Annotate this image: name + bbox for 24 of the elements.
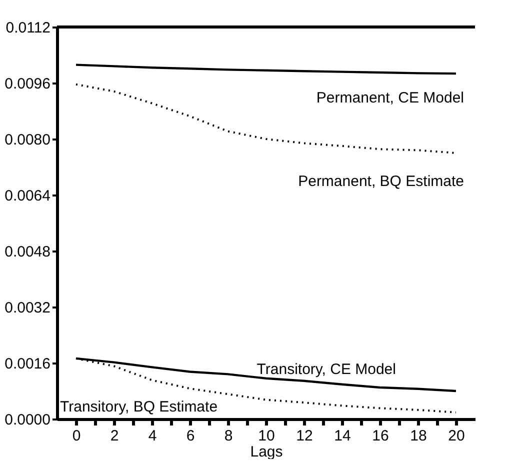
y-tick-label: 0.0048 — [4, 244, 50, 260]
y-tick-label: 0.0064 — [4, 188, 50, 204]
series-label: Transitory, CE Model — [256, 361, 396, 378]
series-label: Transitory, BQ Estimate — [60, 398, 218, 416]
y-tick-label: 0.0096 — [4, 76, 50, 92]
x-tick-label: 20 — [448, 428, 465, 444]
x-tick-label: 16 — [372, 428, 389, 444]
y-tick-label: 0.0080 — [4, 132, 50, 148]
series-label: Permanent, CE Model — [316, 90, 464, 107]
series-label: Permanent, BQ Estimate — [298, 173, 464, 190]
x-tick-label: 10 — [258, 428, 275, 444]
y-tick-label: 0.0000 — [4, 412, 50, 428]
line-series — [74, 64, 458, 75]
x-tick-label: 14 — [334, 428, 351, 444]
y-tick-label: 0.0032 — [4, 300, 50, 316]
x-tick-label: 0 — [72, 428, 81, 444]
y-tick-label: 0.0112 — [6, 20, 50, 36]
x-tick-label: 6 — [186, 428, 195, 444]
x-tick-label: 2 — [110, 428, 119, 444]
x-tick-label: 12 — [296, 428, 313, 444]
x-tick-label: 4 — [148, 428, 157, 444]
x-tick-label: 8 — [224, 428, 233, 444]
y-tick-label: 0.0016 — [4, 356, 50, 372]
x-tick-label: 18 — [410, 428, 427, 444]
